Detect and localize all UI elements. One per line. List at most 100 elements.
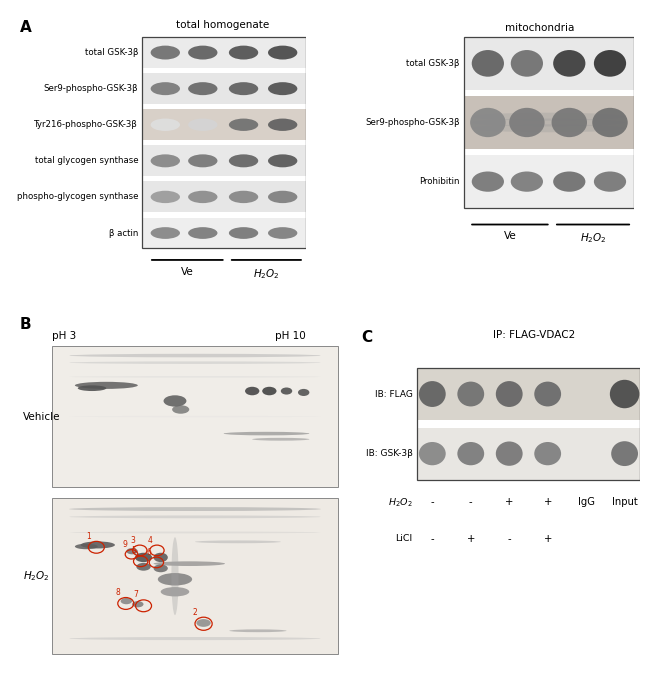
- Text: B: B: [20, 317, 31, 332]
- Bar: [417, 368, 640, 420]
- Text: 8: 8: [116, 588, 120, 597]
- Ellipse shape: [132, 601, 144, 608]
- Ellipse shape: [188, 154, 218, 167]
- Bar: [52, 498, 338, 654]
- Ellipse shape: [229, 191, 258, 203]
- Ellipse shape: [245, 387, 259, 396]
- Text: IB: FLAG: IB: FLAG: [374, 389, 413, 398]
- Ellipse shape: [196, 619, 211, 627]
- Ellipse shape: [229, 227, 258, 239]
- Ellipse shape: [473, 119, 625, 126]
- Text: Ve: Ve: [504, 231, 516, 241]
- Bar: [464, 37, 634, 90]
- Ellipse shape: [75, 382, 138, 389]
- Ellipse shape: [69, 507, 321, 511]
- Ellipse shape: [229, 154, 258, 167]
- Text: pH 10: pH 10: [275, 331, 306, 342]
- Text: Ser9-phospho-GSK-3β: Ser9-phospho-GSK-3β: [365, 118, 460, 127]
- Ellipse shape: [252, 438, 309, 441]
- Ellipse shape: [594, 50, 626, 76]
- Ellipse shape: [594, 171, 626, 192]
- Text: -: -: [508, 535, 511, 544]
- Ellipse shape: [268, 119, 297, 131]
- Text: -: -: [430, 496, 434, 507]
- Text: LiCl: LiCl: [395, 535, 413, 544]
- Text: Prohibitin: Prohibitin: [419, 177, 460, 186]
- Ellipse shape: [151, 46, 180, 59]
- Ellipse shape: [611, 441, 638, 466]
- Ellipse shape: [188, 227, 218, 239]
- Ellipse shape: [151, 154, 180, 167]
- Bar: [52, 346, 338, 488]
- Ellipse shape: [151, 119, 180, 131]
- Text: -: -: [469, 496, 473, 507]
- Ellipse shape: [158, 573, 192, 586]
- Text: -: -: [430, 535, 434, 544]
- Ellipse shape: [511, 50, 543, 76]
- Ellipse shape: [509, 108, 545, 137]
- Ellipse shape: [151, 191, 180, 203]
- Ellipse shape: [151, 227, 180, 239]
- Bar: [142, 145, 306, 177]
- Ellipse shape: [136, 563, 151, 571]
- Text: Vehicle: Vehicle: [23, 411, 60, 421]
- Text: +: +: [467, 535, 475, 544]
- Ellipse shape: [172, 405, 189, 414]
- Text: +: +: [505, 496, 514, 507]
- Text: +: +: [543, 496, 552, 507]
- Text: 3: 3: [130, 535, 135, 544]
- Ellipse shape: [151, 82, 180, 95]
- Ellipse shape: [229, 119, 258, 131]
- Ellipse shape: [126, 548, 138, 554]
- Text: IB: GSK-3β: IB: GSK-3β: [365, 449, 413, 458]
- Ellipse shape: [161, 587, 189, 597]
- Ellipse shape: [172, 537, 179, 615]
- Text: 2: 2: [192, 608, 198, 617]
- Ellipse shape: [81, 542, 115, 548]
- Ellipse shape: [472, 50, 504, 76]
- Ellipse shape: [188, 46, 218, 59]
- Bar: [464, 96, 634, 149]
- Text: +: +: [543, 535, 552, 544]
- Ellipse shape: [69, 416, 321, 417]
- Bar: [142, 109, 306, 140]
- Ellipse shape: [188, 191, 218, 203]
- Text: pH 3: pH 3: [52, 331, 76, 342]
- Ellipse shape: [69, 361, 321, 364]
- Ellipse shape: [121, 598, 132, 604]
- Text: $H_2O_2$: $H_2O_2$: [23, 569, 49, 583]
- Ellipse shape: [473, 124, 625, 132]
- Text: $H_2O_2$: $H_2O_2$: [580, 231, 606, 246]
- Text: 4: 4: [148, 535, 152, 544]
- Text: C: C: [361, 331, 372, 346]
- Bar: [464, 155, 634, 208]
- Text: 6: 6: [147, 548, 151, 557]
- Ellipse shape: [511, 171, 543, 192]
- Text: Ve: Ve: [181, 267, 194, 277]
- Text: Input: Input: [612, 496, 638, 507]
- Ellipse shape: [153, 561, 225, 566]
- Ellipse shape: [69, 376, 321, 378]
- Bar: [142, 37, 306, 248]
- Text: mitochondria: mitochondria: [506, 23, 575, 33]
- Ellipse shape: [552, 108, 587, 137]
- Text: 5: 5: [131, 546, 136, 556]
- Text: IgG: IgG: [578, 496, 595, 507]
- Text: $H_2O_2$: $H_2O_2$: [388, 496, 413, 509]
- Ellipse shape: [610, 380, 640, 409]
- Text: A: A: [20, 20, 31, 35]
- Text: IP: FLAG-VDAC2: IP: FLAG-VDAC2: [493, 331, 575, 340]
- Ellipse shape: [268, 227, 297, 239]
- Ellipse shape: [458, 382, 484, 406]
- Text: Ser9-phospho-GSK-3β: Ser9-phospho-GSK-3β: [44, 84, 138, 93]
- Ellipse shape: [75, 544, 98, 549]
- Ellipse shape: [188, 119, 218, 131]
- Ellipse shape: [229, 629, 287, 632]
- Text: 7: 7: [133, 591, 138, 599]
- Ellipse shape: [188, 82, 218, 95]
- Bar: [142, 37, 306, 68]
- Text: $H_2O_2$: $H_2O_2$: [253, 267, 280, 281]
- Ellipse shape: [195, 540, 281, 544]
- Bar: [417, 428, 640, 479]
- Ellipse shape: [164, 396, 187, 406]
